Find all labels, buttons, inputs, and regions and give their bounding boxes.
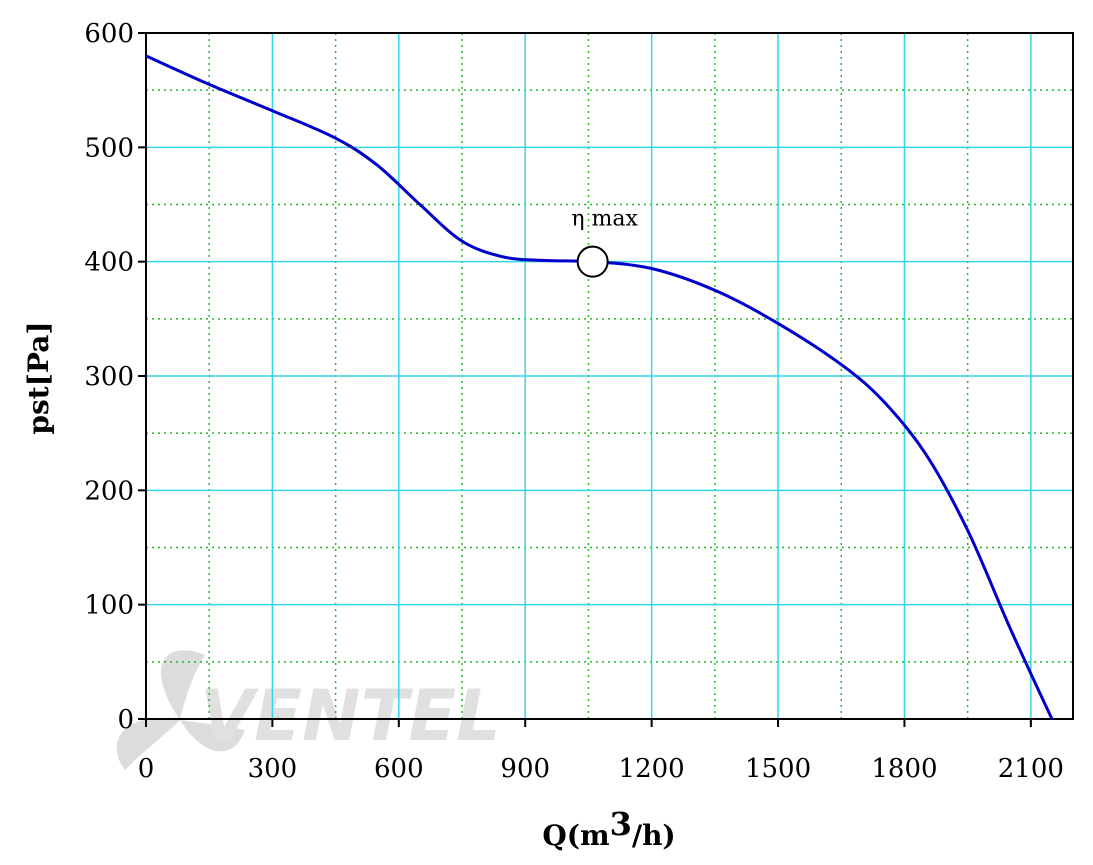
- y-tick-label: 400: [84, 248, 134, 278]
- y-tick-label: 500: [84, 133, 134, 163]
- y-tick-label: 600: [84, 19, 134, 49]
- x-tick-label: 1800: [871, 754, 937, 784]
- pressure-curve: [145, 54, 1054, 720]
- grid: [146, 33, 1073, 719]
- x-tick-label: 600: [374, 754, 424, 784]
- x-tick-label: 1200: [619, 754, 685, 784]
- y-axis-title: pst[Pa]: [22, 321, 55, 434]
- x-tick-label: 0: [138, 754, 155, 784]
- x-tick-label: 300: [248, 754, 298, 784]
- x-tick-label: 1500: [745, 754, 811, 784]
- annotations: η max: [571, 207, 639, 278]
- x-axis-title-sup: 3: [610, 805, 632, 843]
- x-tick-label: 900: [500, 754, 550, 784]
- y-tick-label: 300: [84, 362, 134, 392]
- x-tick-label: 2100: [998, 754, 1064, 784]
- watermark-text: VENTEL: [200, 675, 501, 757]
- y-tick-label: 200: [84, 476, 134, 506]
- axis-ticks: 0 300 600 900 1200 1500 1800 2100 0 100 200 300 400 5…: [84, 19, 1064, 784]
- ventel-watermark: VENTEL: [116, 650, 501, 770]
- x-axis-title: Q(m3/h): [542, 805, 675, 852]
- x-axis-title-base: Q(m: [542, 819, 609, 852]
- fan-logo-icon: [116, 650, 245, 770]
- x-axis-title-tail: /h): [632, 819, 676, 852]
- y-tick-label: 100: [84, 591, 134, 621]
- y-tick-label: 0: [117, 705, 134, 735]
- eta-max-label: η max: [571, 207, 638, 232]
- eta-max-marker: [576, 245, 609, 278]
